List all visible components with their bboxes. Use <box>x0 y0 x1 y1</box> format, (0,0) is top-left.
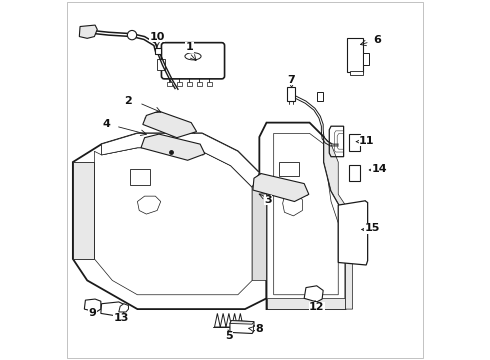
Bar <box>317 92 323 101</box>
Text: 6: 6 <box>374 35 382 45</box>
Bar <box>253 324 259 329</box>
Polygon shape <box>220 314 226 327</box>
Polygon shape <box>101 134 252 187</box>
Polygon shape <box>226 314 232 327</box>
Bar <box>177 82 182 86</box>
Polygon shape <box>141 134 205 160</box>
Polygon shape <box>238 314 243 327</box>
Polygon shape <box>267 298 345 309</box>
Polygon shape <box>232 314 238 327</box>
Text: 10: 10 <box>149 32 165 41</box>
Text: 12: 12 <box>309 302 324 312</box>
Circle shape <box>127 31 137 40</box>
Polygon shape <box>143 111 196 138</box>
Bar <box>287 87 295 101</box>
Text: 5: 5 <box>225 331 233 341</box>
Text: 11: 11 <box>359 136 375 145</box>
Bar <box>363 53 369 65</box>
Polygon shape <box>79 25 97 39</box>
Text: 15: 15 <box>365 224 380 233</box>
Polygon shape <box>119 304 128 312</box>
Bar <box>155 48 161 54</box>
Polygon shape <box>324 137 353 309</box>
Bar <box>279 162 299 176</box>
Bar <box>167 82 172 86</box>
Text: 14: 14 <box>372 164 387 174</box>
Bar <box>349 165 361 181</box>
Polygon shape <box>84 299 101 312</box>
Polygon shape <box>338 201 368 265</box>
Bar <box>207 82 212 86</box>
Bar <box>347 39 364 72</box>
Bar <box>197 82 202 86</box>
Text: 3: 3 <box>265 195 272 205</box>
Polygon shape <box>73 162 95 259</box>
Polygon shape <box>252 173 267 280</box>
Bar <box>187 82 192 86</box>
Polygon shape <box>101 302 125 316</box>
Polygon shape <box>101 134 259 187</box>
Text: 13: 13 <box>114 313 129 323</box>
Polygon shape <box>230 320 254 324</box>
Polygon shape <box>304 286 323 302</box>
FancyBboxPatch shape <box>161 42 224 79</box>
Text: 4: 4 <box>103 120 111 129</box>
Text: 9: 9 <box>89 308 97 318</box>
Text: 1: 1 <box>186 42 193 52</box>
Polygon shape <box>73 134 267 309</box>
Polygon shape <box>230 320 254 333</box>
Polygon shape <box>253 174 309 202</box>
Text: 7: 7 <box>288 75 295 85</box>
Bar <box>349 134 361 151</box>
Bar <box>130 169 150 185</box>
Text: 2: 2 <box>124 96 132 106</box>
Text: 8: 8 <box>255 324 263 334</box>
Bar <box>157 59 165 69</box>
Polygon shape <box>259 123 345 309</box>
Polygon shape <box>215 314 220 327</box>
Bar <box>350 71 363 75</box>
Ellipse shape <box>185 53 201 60</box>
